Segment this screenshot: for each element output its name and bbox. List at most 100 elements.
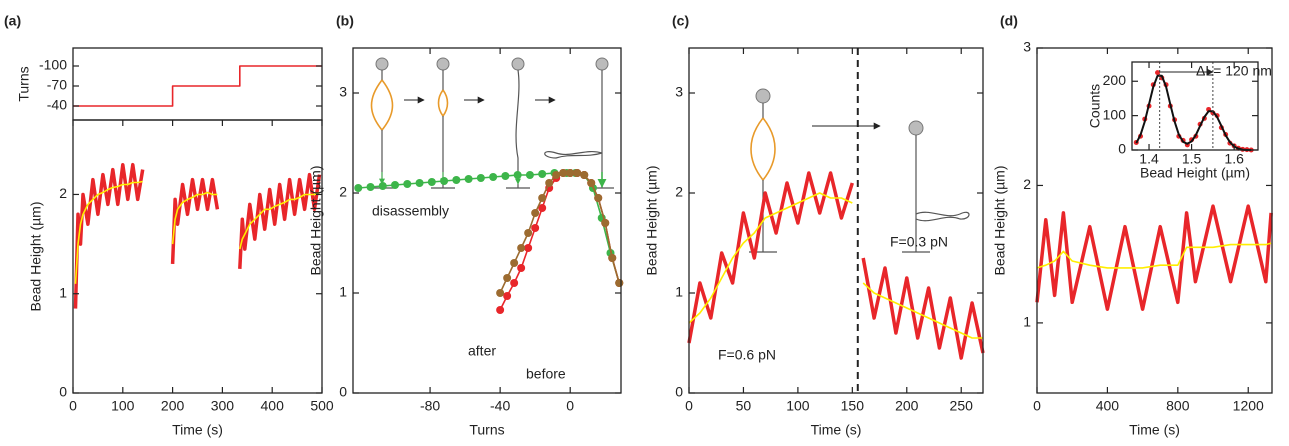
x-tick-label: 0	[69, 398, 77, 414]
x-tick-label: -80	[420, 398, 440, 414]
data-point	[496, 289, 505, 297]
data-point	[525, 171, 534, 179]
y-tick-label: -40	[47, 97, 67, 113]
annotation: ΔL= 120 nm	[1196, 63, 1272, 79]
y-axis-label: Bead Height (µm)	[28, 202, 44, 312]
annotation: F=0.3 pN	[890, 234, 948, 250]
data-point	[538, 170, 547, 178]
y-tick-label: 2	[1023, 176, 1031, 192]
y-axis-label: Counts	[1087, 84, 1103, 128]
trace-line	[499, 172, 620, 311]
y-tick-label: 0	[339, 384, 347, 400]
panel-label: (b)	[336, 13, 354, 29]
y-tick-label: 200	[1103, 72, 1127, 88]
trace-line	[1036, 242, 1272, 269]
data-point	[524, 244, 533, 252]
y-axis-label: Bead Height (µm)	[644, 166, 660, 276]
data-point	[366, 183, 375, 191]
plot-frame	[1131, 61, 1259, 151]
x-tick-label: 0	[685, 398, 693, 414]
plot-frame	[72, 47, 323, 121]
annotation: before	[526, 366, 566, 382]
y-tick-label: 0	[1118, 141, 1126, 157]
schematic-b	[370, 57, 614, 189]
panel-label: (a)	[4, 13, 21, 29]
y-tick-label: 1	[1023, 314, 1031, 330]
x-tick-label: 1.6	[1224, 151, 1244, 167]
y-tick-label: -100	[39, 57, 67, 73]
y-tick-label: 1	[339, 284, 347, 300]
data-point	[566, 169, 575, 177]
data-point	[513, 171, 522, 179]
noisy-trace	[1035, 204, 1273, 311]
annotation: after	[468, 343, 496, 359]
trace-line	[358, 172, 620, 284]
x-tick-label: 100	[786, 398, 810, 414]
x-tick-label: 100	[111, 398, 135, 414]
x-axis-label: Time (s)	[172, 422, 223, 438]
schematic-c	[749, 88, 970, 253]
data-point	[517, 264, 526, 272]
data-point	[559, 169, 568, 177]
data-point	[545, 179, 554, 187]
data-point	[510, 279, 519, 287]
panel-label: (c)	[672, 13, 689, 29]
plot-frame	[352, 47, 622, 394]
x-axis-label: Bead Height (µm)	[1140, 165, 1250, 181]
data-point	[403, 180, 412, 188]
data-point	[517, 244, 526, 252]
x-tick-label: 1.5	[1182, 151, 1202, 167]
data-point	[501, 172, 510, 180]
x-tick-label: 400	[1096, 398, 1120, 414]
data-point	[510, 259, 519, 267]
trace-line	[1135, 74, 1252, 151]
annotation: disassembly	[372, 203, 449, 219]
x-axis-label: Turns	[469, 422, 504, 438]
data-point	[427, 178, 436, 186]
trace-line	[73, 65, 322, 107]
y-tick-label: 0	[675, 384, 683, 400]
x-tick-label: 0	[566, 398, 574, 414]
data-point	[503, 274, 512, 282]
noisy-trace	[73, 162, 145, 309]
panel-label: (d)	[1000, 13, 1018, 29]
data-point	[608, 254, 617, 262]
data-point	[615, 279, 624, 287]
data-point	[580, 171, 589, 179]
x-tick-label: 1.4	[1139, 151, 1159, 167]
data-point	[476, 174, 485, 182]
data-point	[440, 177, 449, 185]
y-tick-label: 1	[675, 284, 683, 300]
x-tick-label: 0	[1033, 398, 1041, 414]
data-point	[573, 169, 582, 177]
data-point	[378, 182, 387, 190]
y-tick-label: 2	[339, 184, 347, 200]
trace-line	[74, 180, 143, 284]
data-point	[415, 179, 424, 187]
data-point	[524, 229, 533, 237]
data-point	[1155, 70, 1161, 76]
data-point	[452, 176, 461, 184]
data-point	[601, 219, 610, 227]
trace-line	[239, 191, 320, 250]
x-axis-label: Time (s)	[1129, 422, 1180, 438]
plot-frame	[72, 119, 323, 394]
data-point	[464, 175, 473, 183]
data-point	[594, 194, 603, 202]
y-axis-label: Bead Height (µm)	[992, 166, 1008, 276]
x-tick-label: 200	[895, 398, 919, 414]
data-point	[552, 171, 561, 179]
x-tick-label: 50	[736, 398, 752, 414]
x-axis-label: Time (s)	[811, 422, 862, 438]
y-tick-label: 0	[59, 384, 67, 400]
y-tick-label: 2	[59, 185, 67, 201]
x-tick-label: 200	[161, 398, 185, 414]
y-tick-label: 100	[1103, 106, 1127, 122]
noisy-trace	[238, 172, 322, 269]
x-tick-label: 300	[211, 398, 235, 414]
plot-frame	[688, 47, 984, 394]
noisy-trace	[687, 171, 854, 344]
noisy-trace	[170, 177, 220, 264]
data-point	[496, 306, 505, 314]
